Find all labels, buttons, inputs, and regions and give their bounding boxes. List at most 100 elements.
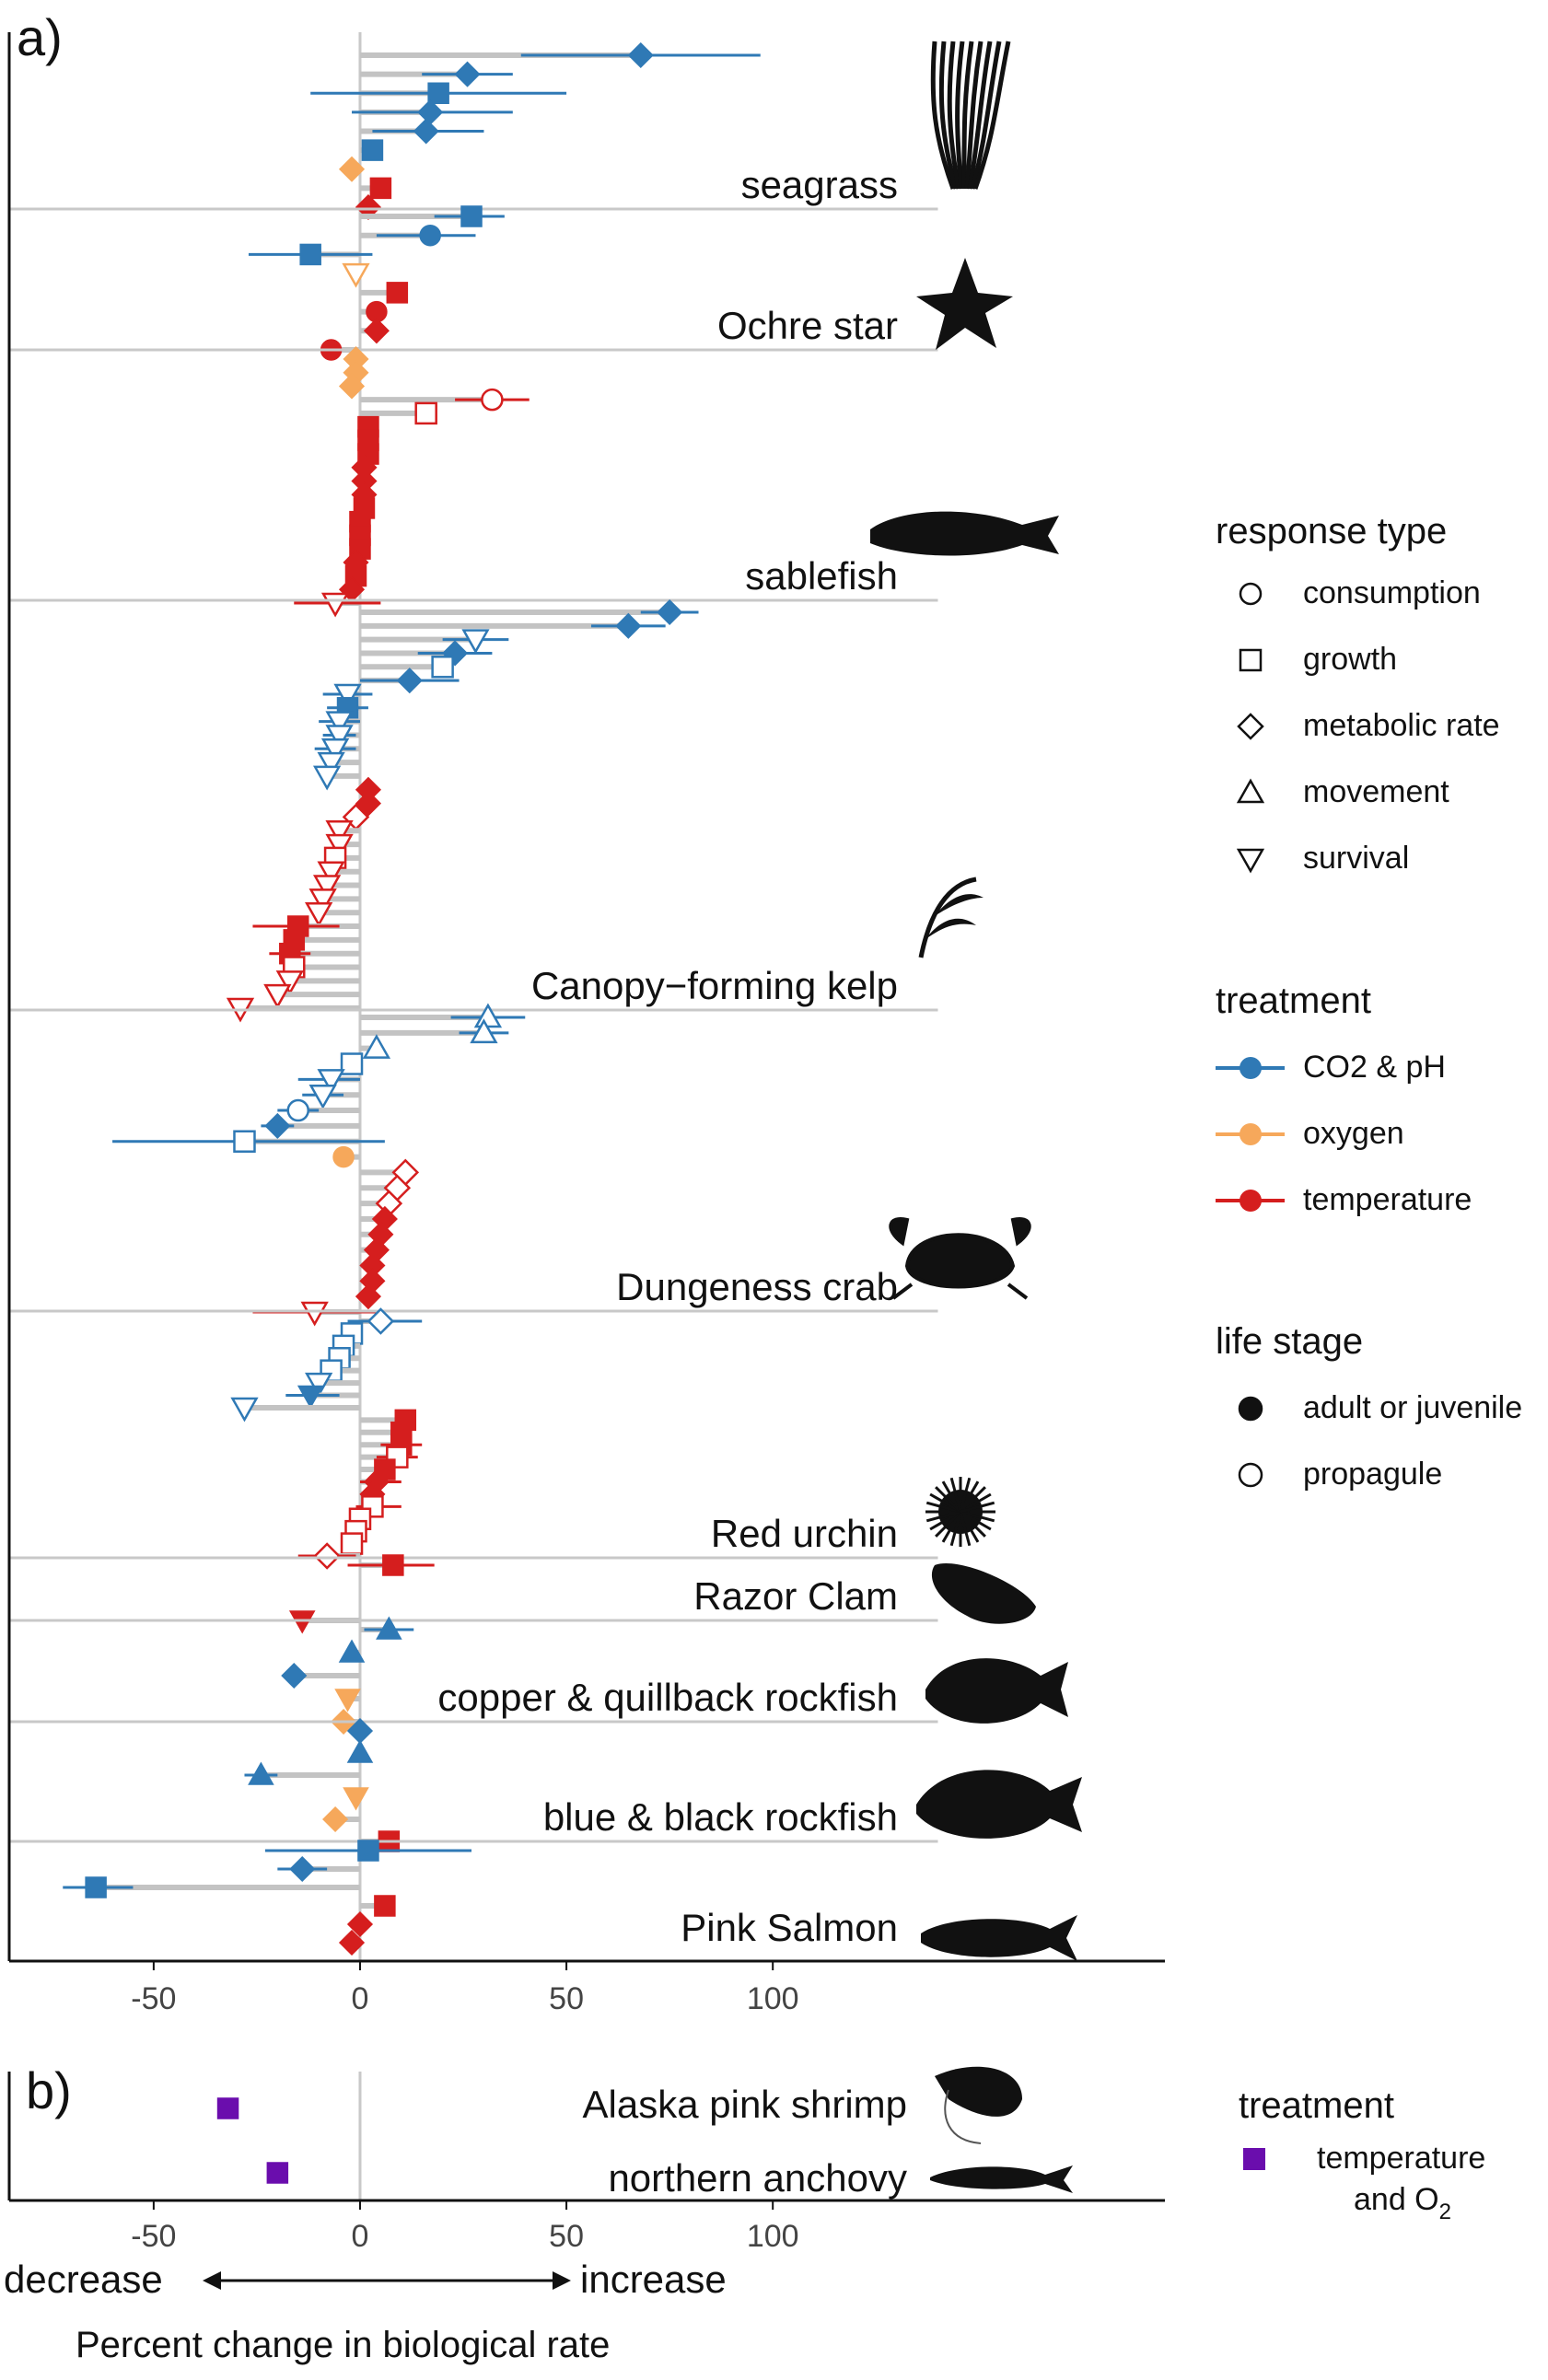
data-point <box>338 373 366 400</box>
data-point <box>216 2097 239 2119</box>
legend-item-label: propagule <box>1303 1457 1442 1492</box>
data-point <box>322 1805 349 1833</box>
panel-label-b: b) <box>26 2061 72 2119</box>
panel-label-a: a) <box>17 8 63 66</box>
data-point <box>363 318 390 344</box>
data-point <box>266 2162 289 2184</box>
data-point <box>338 156 366 182</box>
legend-key-triangle-up <box>1236 778 1265 804</box>
legend-dot <box>1240 1190 1262 1212</box>
data-point <box>470 1018 498 1044</box>
sablefish-icon <box>870 511 1059 556</box>
data-point <box>297 1385 324 1410</box>
legend-item-label: metabolic rate <box>1303 708 1500 743</box>
data-point <box>312 765 342 791</box>
data-point <box>382 1554 404 1576</box>
data-point <box>431 656 454 679</box>
group-blue-black-rockfish <box>244 1717 401 1852</box>
data-point <box>264 1112 291 1139</box>
data-point <box>396 668 423 694</box>
data-point <box>615 612 642 639</box>
data-point <box>313 1542 341 1570</box>
data-point <box>461 629 490 655</box>
data-point <box>312 875 342 900</box>
data-point <box>317 751 345 777</box>
species-label: Pink Salmon <box>681 1906 898 1949</box>
x-tick-label: 0 <box>352 1981 369 2016</box>
legend-key-life-stage <box>1238 1462 1263 1488</box>
species-label: seagrass <box>741 163 898 206</box>
data-point <box>413 118 439 145</box>
legend-item-label: survival <box>1303 841 1409 876</box>
data-point <box>248 1761 274 1785</box>
data-point <box>332 1145 355 1168</box>
data-point <box>627 41 654 69</box>
increase-label: increase <box>580 2258 727 2301</box>
legend-item-label: adult or juvenile <box>1303 1390 1522 1425</box>
data-point <box>343 1787 369 1811</box>
data-point <box>361 139 384 161</box>
data-point <box>308 888 337 913</box>
x-tick-label: 50 <box>549 2219 584 2254</box>
data-point <box>342 262 370 288</box>
legend-title-response: response type <box>1216 511 1447 551</box>
x-axis-title: Percent change in biological rate <box>76 2325 610 2365</box>
species-label: Red urchin <box>711 1512 898 1555</box>
data-point <box>286 1098 309 1122</box>
data-point <box>325 833 354 859</box>
legend-dot <box>1240 1123 1262 1145</box>
legend-title-treatment: treatment <box>1216 981 1371 1021</box>
anchovy-icon <box>930 2165 1073 2193</box>
species-label: blue & black rockfish <box>543 1795 898 1839</box>
data-point <box>325 819 354 845</box>
species-label: copper & quillback rockfish <box>437 1676 898 1719</box>
data-point <box>369 177 392 200</box>
seagrass-icon <box>930 41 1011 190</box>
data-point <box>374 1895 396 1917</box>
data-point <box>317 861 345 887</box>
data-point <box>346 1739 374 1763</box>
legend-item-label-2: and O2 <box>1354 2182 1451 2224</box>
legend-key-diamond <box>1237 713 1264 740</box>
data-point <box>419 224 441 247</box>
data-point <box>85 1876 107 1898</box>
group-seagrass <box>310 41 761 221</box>
data-point <box>355 1283 382 1310</box>
data-point <box>275 970 304 995</box>
species-label: Alaska pink shrimp <box>583 2083 907 2126</box>
data-point <box>333 683 362 709</box>
data-point <box>233 1130 256 1153</box>
species-label: sablefish <box>745 554 898 598</box>
data-point <box>325 725 354 749</box>
data-point <box>317 1069 345 1094</box>
data-point <box>355 790 382 817</box>
legend-key-square <box>1239 648 1263 672</box>
razor-clam-icon <box>931 1563 1036 1624</box>
salmon-icon <box>921 1915 1077 1961</box>
data-point <box>300 1301 329 1327</box>
group-copper-quillback-rockfish <box>281 1616 414 1736</box>
species-label: northern anchovy <box>608 2156 907 2200</box>
group-canopy-forming-kelp <box>226 598 699 1023</box>
group-red-urchin <box>230 1307 423 1570</box>
data-point <box>454 61 481 87</box>
copper-rockfish-icon <box>925 1658 1068 1724</box>
species-label: Canopy−forming kelp <box>531 964 898 1007</box>
data-point <box>338 1929 366 1956</box>
group-pink-salmon <box>63 1840 471 1956</box>
crab-icon <box>889 1217 1031 1300</box>
group-ochre-star <box>248 205 505 361</box>
data-point <box>299 243 321 266</box>
x-tick-label: 100 <box>747 1981 799 2016</box>
data-point <box>414 401 437 425</box>
data-point <box>338 1639 366 1663</box>
legend-key-triangle-down <box>1236 848 1265 874</box>
x-tick-label: 50 <box>549 1981 584 2016</box>
data-point <box>230 1397 259 1422</box>
legend-item-label: consumption <box>1303 575 1481 610</box>
data-point <box>346 1910 374 1938</box>
data-point <box>281 1662 308 1689</box>
species-label: Dungeness crab <box>616 1265 898 1308</box>
data-point <box>427 82 449 104</box>
